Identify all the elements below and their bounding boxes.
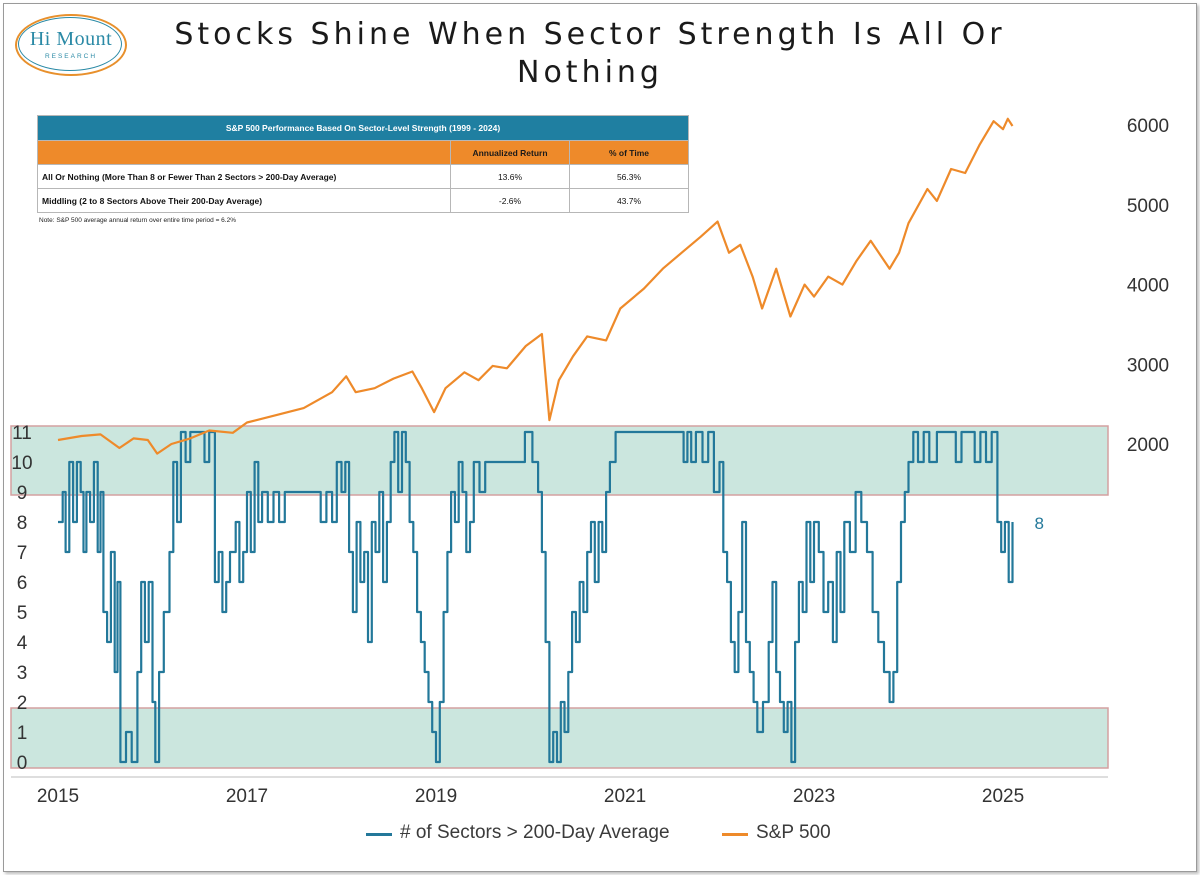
right-tick-label: 5000 [1127, 196, 1169, 217]
right-tick-label: 6000 [1127, 116, 1169, 137]
legend-swatch-sectors [366, 833, 392, 836]
band-lower [10, 707, 1109, 769]
right-tick-label: 4000 [1127, 276, 1169, 297]
left-tick-label: 9 [17, 483, 28, 504]
left-tick-label: 0 [17, 753, 28, 774]
left-tick-label: 5 [17, 603, 28, 624]
chart-title: Stocks Shine When Sector Strength Is All… [174, 17, 1006, 90]
legend-item-sp500: S&P 500 [722, 822, 831, 844]
left-tick-label: 11 [12, 423, 32, 444]
performance-table: S&P 500 Performance Based On Sector-Leve… [37, 115, 689, 213]
table-note: Note: S&P 500 average annual return over… [39, 217, 236, 224]
x-tick-label: 2017 [226, 786, 268, 807]
row-label: All Or Nothing (More Than 8 or Fewer Tha… [37, 164, 451, 189]
left-tick-label: 7 [17, 543, 28, 564]
last-value-label: 8 [1034, 514, 1043, 533]
x-tick-label: 2025 [982, 786, 1024, 807]
row-return: -2.6% [450, 188, 570, 213]
legend-label-sp500: S&P 500 [756, 822, 831, 843]
left-tick-label: 1 [17, 723, 28, 744]
x-tick-label: 2023 [793, 786, 835, 807]
hi-mount-logo: Hi Mount RESEARCH [15, 14, 127, 78]
table-header-time: % of Time [569, 140, 689, 165]
sectors-series-line [58, 430, 1014, 764]
logo-ring-orange [15, 14, 127, 76]
x-tick-label: 2021 [604, 786, 646, 807]
left-tick-label: 8 [17, 513, 28, 534]
row-label: Middling (2 to 8 Sectors Above Their 200… [37, 188, 451, 213]
row-time: 56.3% [569, 164, 689, 189]
right-tick-label: 2000 [1127, 435, 1169, 456]
logo-name: Hi Mount [29, 28, 113, 50]
table-header-blank [37, 140, 451, 165]
table-header-return: Annualized Return [450, 140, 570, 165]
table-heading: S&P 500 Performance Based On Sector-Leve… [37, 115, 689, 141]
band-upper [10, 425, 1109, 496]
left-tick-label: 3 [17, 663, 28, 684]
x-tick-label: 2015 [37, 786, 79, 807]
legend-swatch-sp500 [722, 833, 748, 836]
left-tick-label: 6 [17, 573, 28, 594]
x-tick-label: 2019 [415, 786, 457, 807]
logo-subtitle: RESEARCH [44, 53, 98, 60]
row-return: 13.6% [450, 164, 570, 189]
table-row: All Or Nothing (More Than 8 or Fewer Tha… [37, 164, 689, 189]
left-tick-label: 2 [17, 693, 28, 714]
left-tick-label: 4 [17, 633, 28, 654]
legend-label-sectors: # of Sectors > 200-Day Average [400, 822, 670, 843]
row-time: 43.7% [569, 188, 689, 213]
legend: # of Sectors > 200-Day Average S&P 500 [0, 822, 1200, 846]
right-tick-label: 3000 [1127, 355, 1169, 376]
left-tick-label: 10 [11, 453, 32, 474]
logo-ring-teal [18, 17, 122, 71]
legend-item-sectors: # of Sectors > 200-Day Average [366, 822, 670, 844]
table-row: Middling (2 to 8 Sectors Above Their 200… [37, 188, 689, 213]
sp500-series-line [57, 117, 1014, 455]
